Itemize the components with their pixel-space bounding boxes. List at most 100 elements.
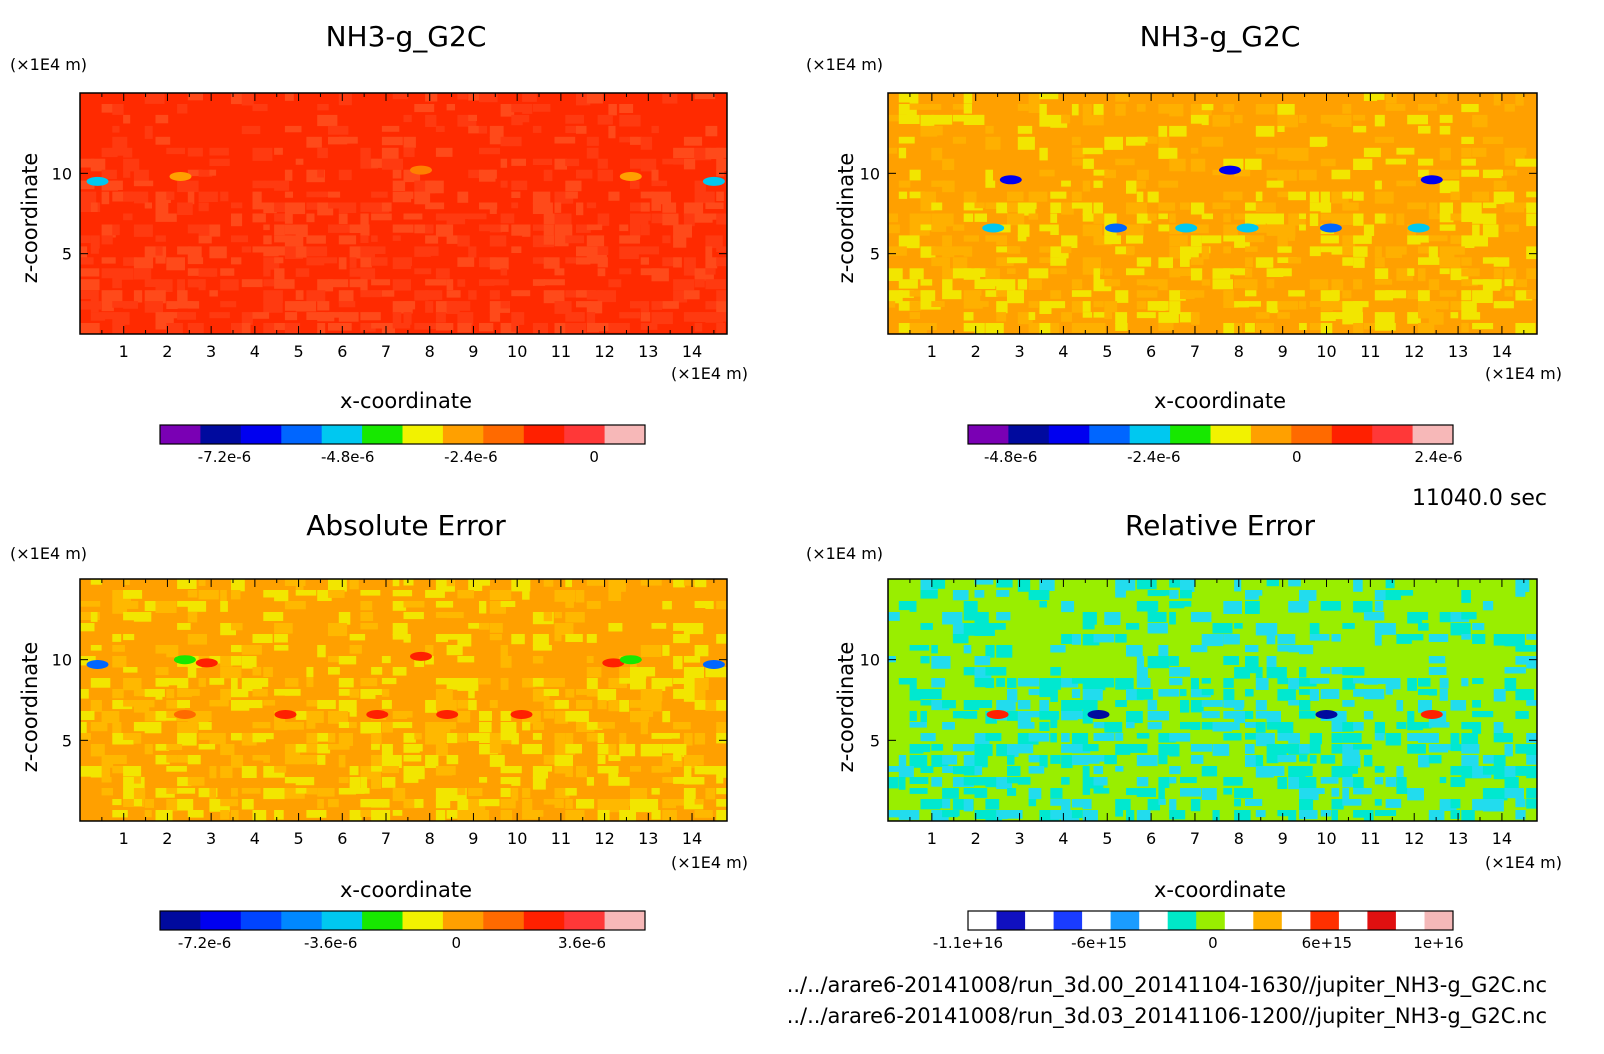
field-patch [101, 268, 122, 279]
field-patch [1493, 169, 1504, 177]
field-patch [673, 147, 695, 159]
field-patch [479, 125, 488, 134]
field-patch [554, 799, 564, 808]
field-patch [1385, 689, 1393, 695]
field-patch [1093, 202, 1103, 215]
field-patch [1504, 777, 1519, 789]
y-unit-label: (×1E4 m) [10, 55, 87, 74]
field-patch [489, 136, 506, 145]
field-patch [1169, 733, 1191, 742]
field-patch [1082, 180, 1091, 192]
field-patch [1266, 180, 1284, 188]
field-patch [1515, 744, 1530, 754]
field-patch [457, 323, 472, 333]
field-patch [403, 711, 413, 718]
field-patch [1104, 235, 1121, 245]
field-patch [608, 744, 617, 756]
colorbar-swatch [1167, 911, 1197, 930]
field-patch [306, 246, 328, 257]
field-patch [1093, 169, 1109, 176]
field-patch [90, 645, 102, 651]
field-patch [1017, 104, 1029, 111]
field-patch [1418, 290, 1430, 304]
field-patch [565, 158, 580, 167]
field-patch [1071, 711, 1085, 720]
field-patch [985, 136, 1001, 150]
field-patch [963, 312, 974, 321]
field-patch [144, 125, 153, 139]
field-patch [1039, 246, 1050, 253]
field-patch [888, 246, 907, 256]
time-label: 11040.0 sec [1412, 486, 1547, 511]
field-patch [1071, 700, 1087, 710]
field-patch [468, 169, 484, 179]
field-patch [1288, 191, 1306, 201]
colorbar-swatch [160, 911, 201, 930]
field-patch [198, 722, 212, 730]
field-patch [1472, 290, 1493, 303]
field-patch [187, 601, 207, 612]
field-patch [360, 279, 368, 292]
field-patch [716, 733, 727, 744]
field-patch [694, 799, 703, 805]
field-patch [1126, 711, 1143, 724]
field-patch [1071, 323, 1088, 333]
field-patch [1169, 667, 1191, 677]
field-patch [328, 744, 350, 750]
field-patch [144, 711, 166, 722]
field-patch [284, 722, 304, 730]
field-patch [360, 689, 376, 699]
field-patch [1309, 744, 1321, 754]
field-patch [435, 810, 446, 821]
field-patch [1353, 744, 1372, 750]
field-patch [479, 279, 495, 286]
field-patch [1331, 114, 1352, 127]
field-patch [1461, 290, 1472, 301]
field-patch [942, 213, 954, 227]
field-patch [144, 246, 167, 258]
field-patch [1353, 667, 1365, 676]
field-patch [328, 623, 348, 637]
field-patch [489, 235, 507, 247]
field-patch [1407, 711, 1415, 724]
x-tick-label: 2 [971, 829, 981, 848]
field-patch [1320, 667, 1331, 674]
field-patch [317, 147, 328, 159]
y-axis-label: z-coordinate [834, 642, 858, 773]
field-patch [651, 788, 660, 795]
field-patch [1071, 191, 1082, 201]
field-patch [338, 202, 357, 213]
field-patch [1136, 788, 1156, 797]
field-patch [1201, 104, 1214, 111]
field-patch [920, 579, 938, 591]
field-patch [931, 114, 953, 125]
field-patch [155, 114, 169, 124]
file-path-2: ../../arare6-20141008/run_3d.03_20141106… [787, 1004, 1547, 1029]
field-patch [1288, 733, 1300, 744]
field-patch [80, 158, 95, 168]
y-tick-label: 10 [860, 651, 880, 670]
field-patch [1374, 733, 1385, 741]
field-patch [1223, 235, 1244, 242]
field-patch [511, 579, 531, 592]
field-patch [985, 279, 1002, 287]
field-patch [1212, 810, 1220, 821]
field-patch [1190, 689, 1211, 698]
field-patch [338, 323, 352, 331]
field-patch [198, 711, 212, 721]
field-patch [220, 689, 231, 701]
x-tick-label: 11 [551, 829, 571, 848]
field-patch [1115, 246, 1135, 255]
x-tick-label: 1 [119, 342, 129, 361]
field-patch [898, 601, 917, 611]
field-patch [1342, 722, 1354, 732]
field-patch [1266, 711, 1281, 723]
field-patch [1115, 290, 1129, 303]
field-patch [166, 257, 185, 271]
field-patch [306, 722, 316, 729]
field-patch [511, 104, 532, 113]
field-patch [1201, 213, 1213, 220]
field-patch [166, 788, 179, 794]
field-patch [392, 623, 408, 636]
field-patch [500, 788, 511, 797]
